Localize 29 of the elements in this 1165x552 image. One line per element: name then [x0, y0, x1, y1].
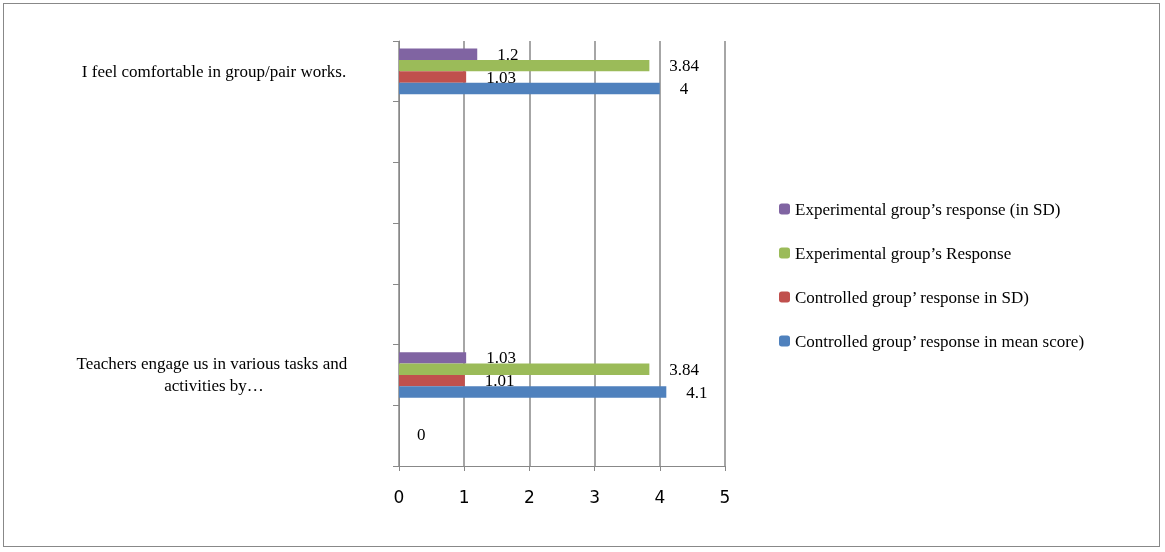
data-label: 1.03 [486, 348, 516, 368]
x-tick-label: 0 [393, 486, 405, 507]
y-tick-label: I feel comfortable in group/pair works. [81, 61, 347, 81]
data-label: 1.01 [484, 371, 515, 391]
x-tick-label: 5 [719, 486, 731, 507]
annotation: 0 [417, 424, 426, 444]
bar [399, 82, 660, 95]
data-label: 1.2 [497, 44, 519, 64]
bar [399, 363, 650, 375]
bar [399, 352, 467, 364]
legend-label: Experimental group’s response (in SD) [795, 199, 1061, 219]
legend-label: Controlled group’ response in mean score) [795, 331, 1085, 351]
x-tick-label: 1 [458, 486, 470, 507]
bar [399, 71, 467, 83]
data-label: 1.03 [486, 67, 516, 87]
data-label: 3.84 [669, 359, 700, 379]
bar [399, 48, 478, 60]
x-tick-label: 4 [654, 486, 666, 507]
x-tick-label: 3 [589, 486, 601, 507]
bar [399, 386, 667, 398]
bar [399, 374, 465, 387]
data-label: 4.1 [686, 382, 708, 402]
x-tick-label: 2 [523, 486, 535, 507]
data-label: 4 [679, 78, 689, 98]
legend-label: Experimental group’s Response [795, 243, 1012, 263]
bar [399, 59, 650, 72]
y-tick-label: Teachers engage us in various tasks and activities by… [76, 354, 352, 396]
data-label: 3.84 [669, 56, 700, 76]
legend-label: Controlled group’ response in SD) [795, 287, 1029, 307]
